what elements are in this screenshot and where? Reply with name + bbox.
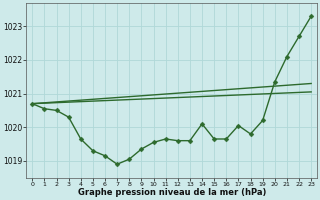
X-axis label: Graphe pression niveau de la mer (hPa): Graphe pression niveau de la mer (hPa) (77, 188, 266, 197)
